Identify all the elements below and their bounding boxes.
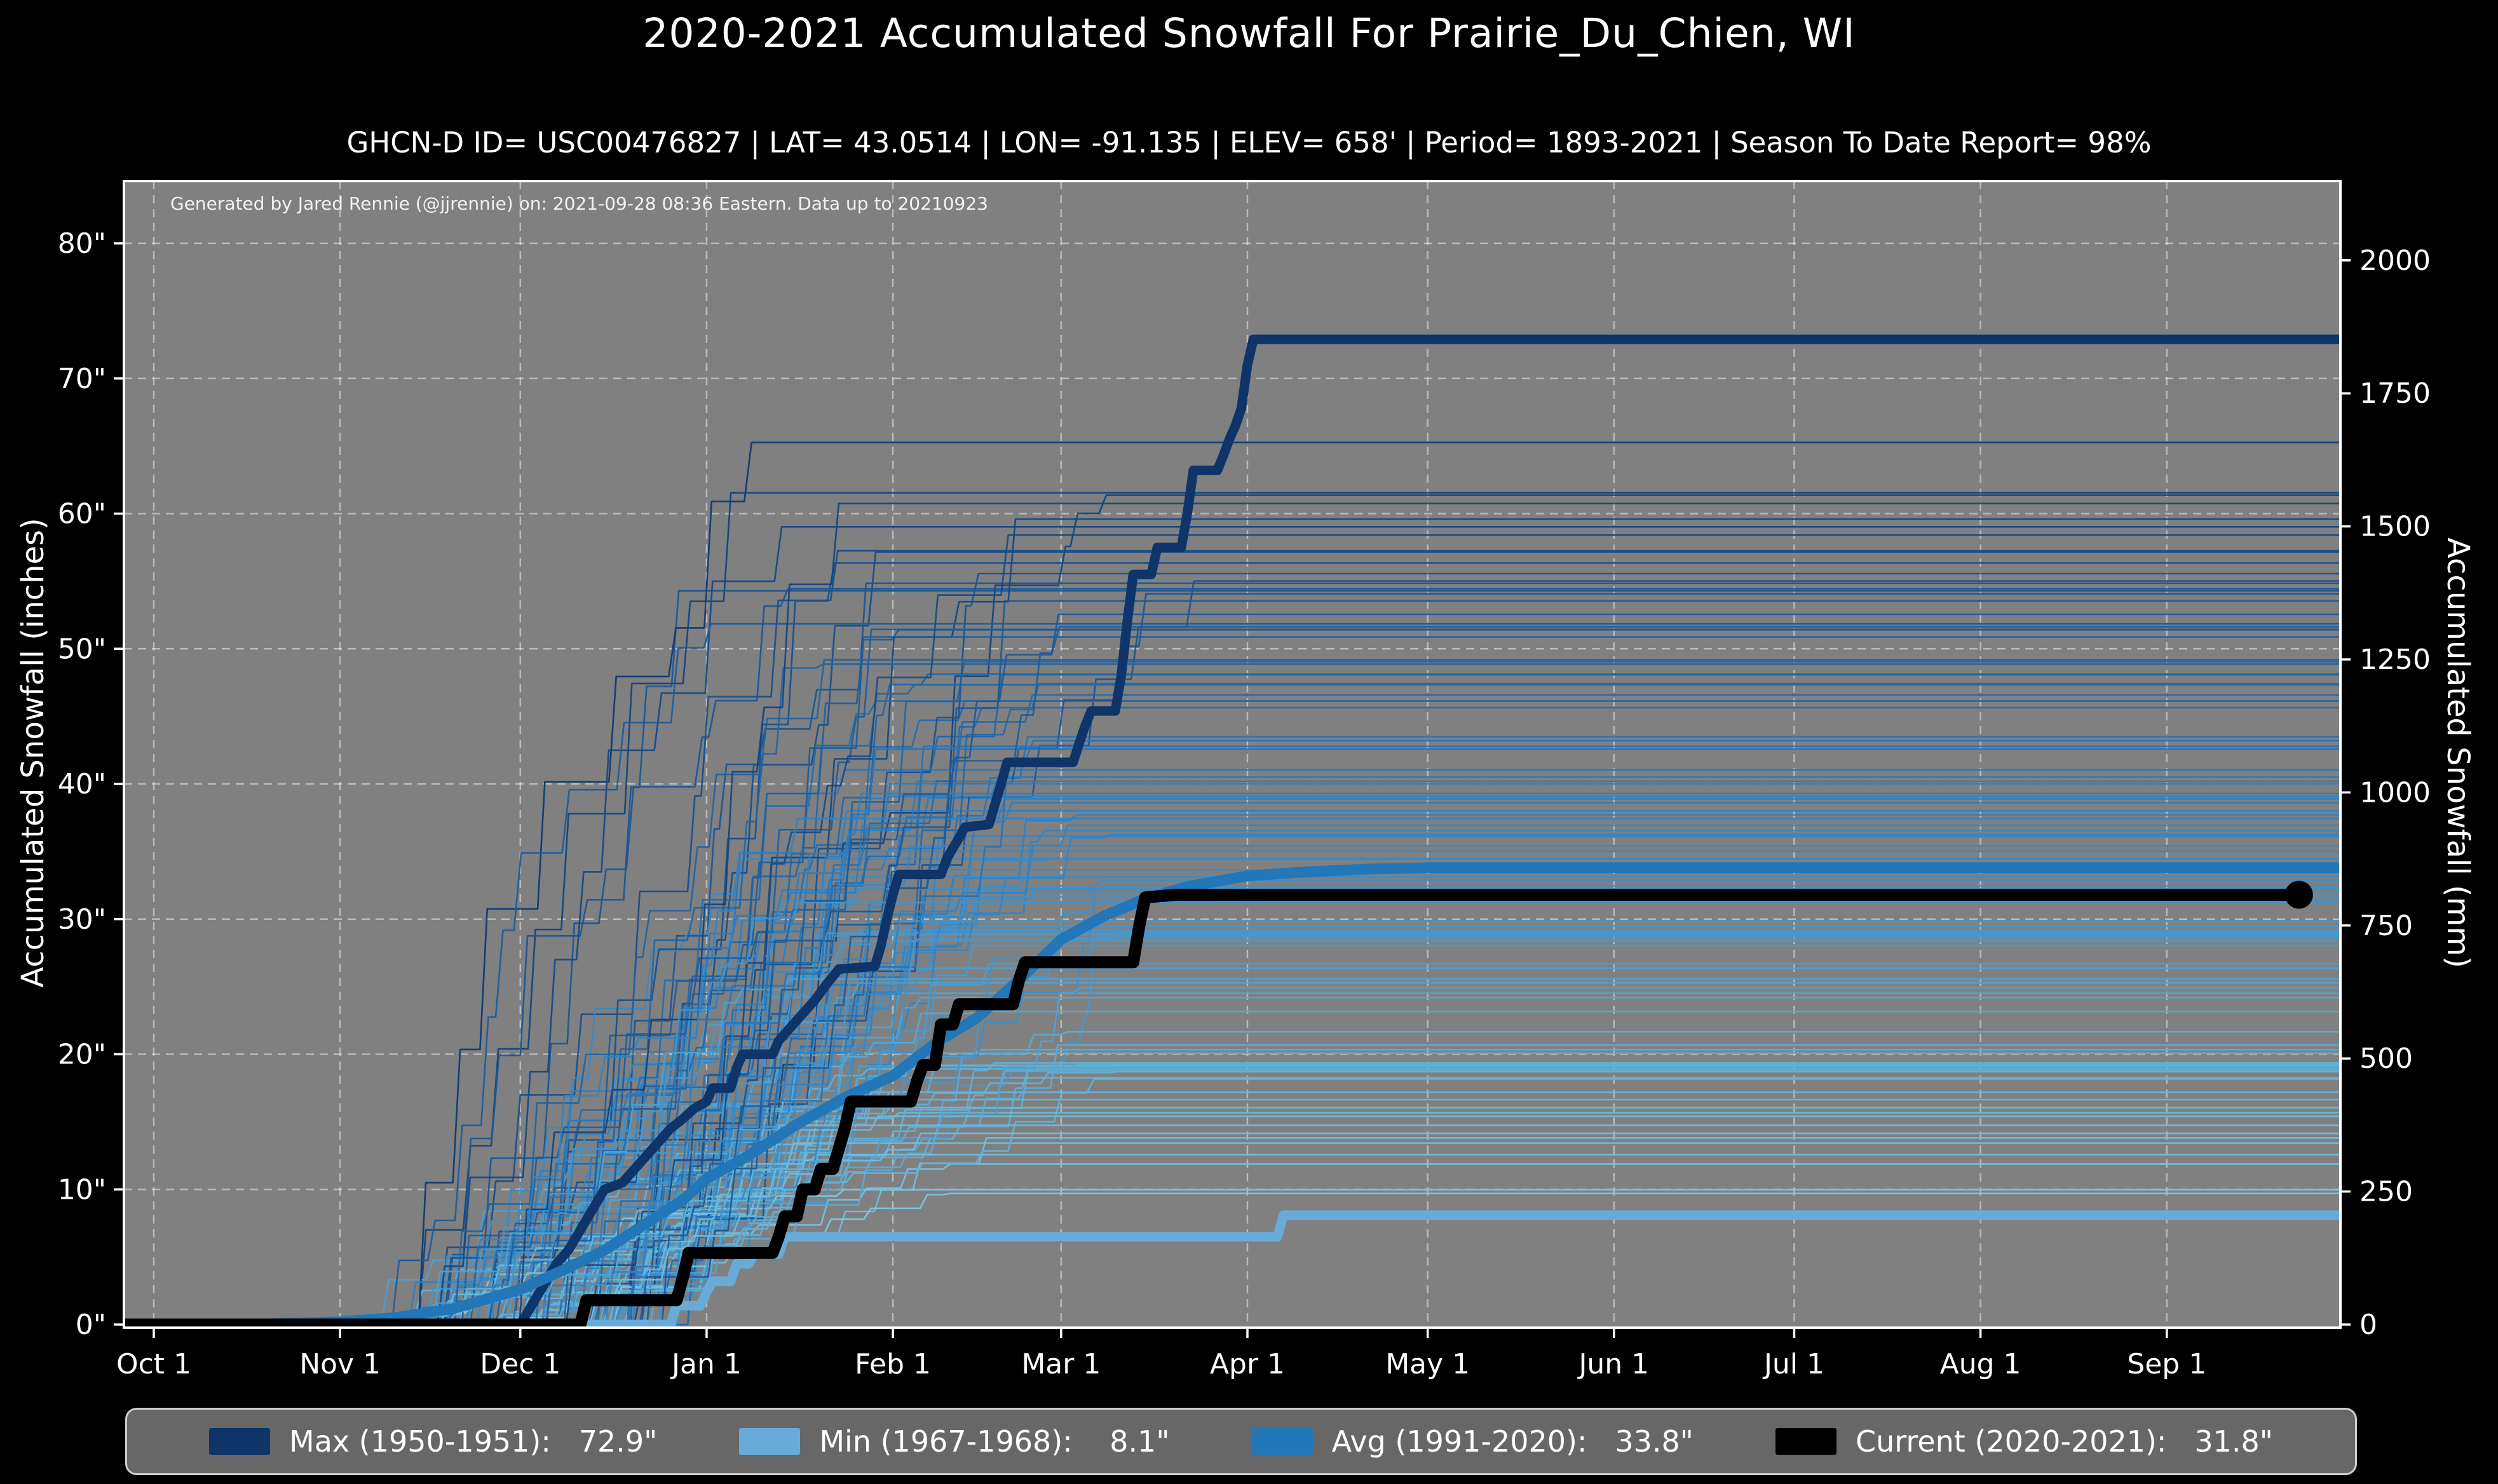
svg-text:1250: 1250 (2359, 644, 2431, 676)
legend-label-3: Current (2020-2021): 31.8" (1855, 1424, 2273, 1459)
current-end-marker (2284, 880, 2313, 909)
legend-item-1: Min (1967-1968): 8.1" (739, 1424, 1170, 1459)
plot-area (124, 181, 2340, 1328)
svg-text:30": 30" (58, 903, 106, 936)
svg-text:Feb 1: Feb 1 (855, 1348, 931, 1380)
svg-text:0: 0 (2359, 1309, 2377, 1341)
annotation-credit: Generated by Jared Rennie (@jjrennie) on… (170, 193, 988, 214)
svg-text:250: 250 (2359, 1176, 2413, 1208)
svg-text:Jul 1: Jul 1 (1762, 1348, 1824, 1380)
svg-text:1500: 1500 (2359, 511, 2431, 543)
series-line-3 (124, 889, 2299, 1328)
svg-text:50": 50" (58, 633, 106, 665)
svg-text:1000: 1000 (2359, 776, 2431, 809)
svg-text:750: 750 (2359, 910, 2413, 942)
svg-text:40": 40" (58, 768, 106, 800)
legend: Max (1950-1951): 72.9" Min (1967-1968): 8… (125, 1408, 2357, 1475)
svg-text:Nov 1: Nov 1 (299, 1348, 381, 1380)
svg-text:1750: 1750 (2359, 377, 2431, 410)
svg-text:0": 0" (76, 1309, 106, 1341)
svg-text:10": 10" (58, 1173, 106, 1206)
svg-text:80": 80" (58, 227, 106, 260)
svg-text:500: 500 (2359, 1042, 2413, 1075)
series-line-2 (124, 862, 2340, 1328)
legend-item-0: Max (1950-1951): 72.9" (209, 1424, 657, 1459)
legend-label-1: Min (1967-1968): 8.1" (819, 1424, 1170, 1459)
legend-swatch-0 (209, 1428, 271, 1455)
legend-swatch-3 (1775, 1428, 1836, 1455)
svg-text:May 1: May 1 (1385, 1348, 1470, 1380)
svg-text:70": 70" (58, 363, 106, 395)
main-series (124, 334, 2340, 1328)
svg-text:Jan 1: Jan 1 (670, 1348, 742, 1380)
series-line-0 (124, 334, 2340, 1328)
legend-item-3: Current (2020-2021): 31.8" (1775, 1424, 2273, 1459)
legend-swatch-1 (739, 1428, 801, 1455)
axes-spines (123, 180, 2342, 1329)
svg-text:Jun 1: Jun 1 (1577, 1348, 1649, 1380)
legend-label-0: Max (1950-1951): 72.9" (289, 1424, 658, 1459)
svg-text:Sep 1: Sep 1 (2127, 1348, 2206, 1380)
legend-label-2: Avg (1991-2020): 33.8" (1331, 1424, 1694, 1459)
svg-text:Mar 1: Mar 1 (1021, 1348, 1101, 1380)
tick-labels: 0" 10" 20" 30" 40" 50" 60" 70" 80" 0 250 500 750 1000… (58, 227, 2431, 1380)
svg-text:60": 60" (58, 498, 106, 530)
tick-marks (114, 242, 2351, 1338)
svg-text:Apr 1: Apr 1 (1210, 1348, 1285, 1380)
svg-text:Oct 1: Oct 1 (116, 1348, 191, 1380)
chart-subtitle: GHCN-D ID= USC00476827 | LAT= 43.0514 | … (346, 126, 2152, 159)
svg-text:20": 20" (58, 1039, 106, 1071)
svg-text:2000: 2000 (2359, 245, 2431, 277)
svg-text:Aug 1: Aug 1 (1940, 1348, 2021, 1380)
svg-text:Dec 1: Dec 1 (480, 1348, 560, 1380)
chart-title: 2020-2021 Accumulated Snowfall For Prair… (642, 10, 1856, 57)
series-line-1 (124, 1210, 2340, 1328)
legend-swatch-2 (1251, 1428, 1313, 1455)
legend-item-2: Avg (1991-2020): 33.8" (1251, 1424, 1694, 1459)
